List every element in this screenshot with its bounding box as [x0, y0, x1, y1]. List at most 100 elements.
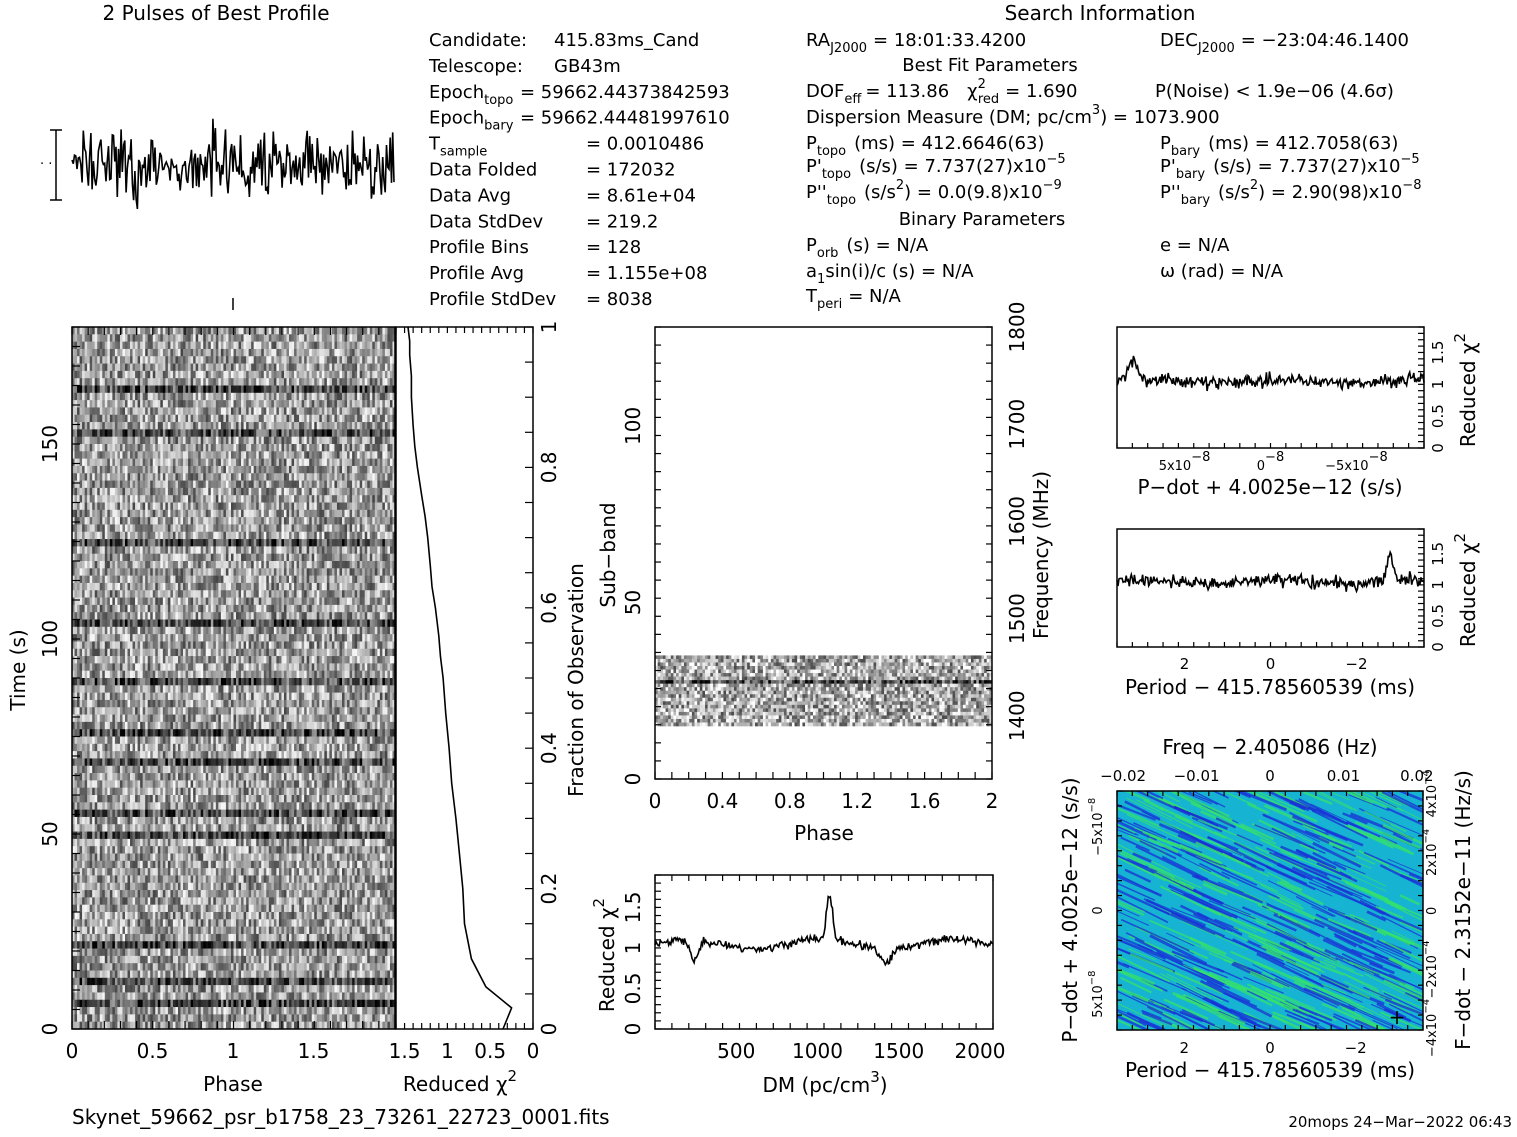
heatmap-cell: [249, 583, 252, 591]
heatmap-cell: [357, 327, 360, 335]
heatmap-cell: [102, 605, 105, 613]
heatmap-cell: [365, 481, 368, 489]
heatmap-cell: [304, 495, 307, 503]
heatmap-cell: [95, 378, 98, 386]
heatmap-cell: [276, 554, 279, 562]
heatmap-cell: [269, 503, 272, 511]
heatmap-cell: [362, 546, 365, 554]
heatmap-cell: [307, 561, 310, 569]
heatmap-cell: [274, 495, 277, 503]
heatmap-cell: [292, 583, 295, 591]
heatmap-cell: [266, 429, 269, 437]
heatmap-cell: [87, 590, 90, 598]
heatmap-cell: [175, 503, 178, 511]
heatmap-cell: [158, 576, 161, 584]
heatmap-cell: [85, 342, 88, 350]
heatmap-cell: [327, 371, 330, 379]
heatmap-cell: [231, 495, 234, 503]
heatmap-cell: [276, 459, 279, 467]
heatmap-cell: [135, 349, 138, 357]
heatmap-cell: [274, 598, 277, 606]
heatmap-cell: [218, 342, 221, 350]
heatmap-cell: [97, 371, 100, 379]
heatmap-cell: [312, 488, 315, 496]
heatmap-cell: [246, 590, 249, 598]
heatmap-cell: [163, 459, 166, 467]
heatmap-cell: [362, 342, 365, 350]
heatmap-cell: [85, 546, 88, 554]
heatmap-cell: [203, 429, 206, 437]
heatmap-cell: [112, 539, 115, 547]
heatmap-cell: [244, 327, 247, 335]
heatmap-cell: [170, 429, 173, 437]
heatmap-cell: [375, 349, 378, 357]
heatmap-cell: [314, 334, 317, 342]
heatmap-cell: [367, 495, 370, 503]
heatmap-cell: [228, 503, 231, 511]
heatmap-cell: [284, 561, 287, 569]
heatmap-cell: [175, 598, 178, 606]
heatmap-cell: [228, 517, 231, 525]
heatmap-cell: [110, 473, 113, 481]
heatmap-cell: [286, 437, 289, 445]
heatmap-cell: [198, 437, 201, 445]
heatmap-cell: [170, 459, 173, 467]
heatmap-cell: [117, 488, 120, 496]
heatmap-cell: [203, 393, 206, 401]
heatmap-cell: [299, 400, 302, 408]
heatmap-cell: [357, 371, 360, 379]
heatmap-cell: [244, 371, 247, 379]
heatmap-cell: [375, 576, 378, 584]
heatmap-cell: [284, 590, 287, 598]
heatmap-cell: [322, 407, 325, 415]
heatmap-cell: [327, 503, 330, 511]
heatmap-cell: [168, 444, 171, 452]
heatmap-cell: [223, 546, 226, 554]
heatmap-cell: [377, 481, 380, 489]
heatmap-cell: [302, 386, 305, 394]
heatmap-cell: [175, 488, 178, 496]
heatmap-cell: [357, 481, 360, 489]
heatmap-cell: [168, 459, 171, 467]
heatmap-cell: [377, 576, 380, 584]
heatmap-cell: [203, 349, 206, 357]
heatmap-cell: [226, 400, 229, 408]
heatmap-cell: [281, 378, 284, 386]
heatmap-cell: [372, 546, 375, 554]
heatmap-cell: [234, 371, 237, 379]
heatmap-cell: [175, 568, 178, 576]
heatmap-cell: [334, 349, 337, 357]
heatmap-cell: [269, 481, 272, 489]
heatmap-cell: [387, 429, 390, 437]
heatmap-cell: [105, 444, 108, 452]
heatmap-cell: [259, 532, 262, 540]
heatmap-cell: [165, 393, 168, 401]
heatmap-cell: [284, 459, 287, 467]
heatmap-cell: [150, 400, 153, 408]
heatmap-cell: [87, 532, 90, 540]
heatmap-cell: [92, 576, 95, 584]
heatmap-cell: [140, 568, 143, 576]
heatmap-cell: [218, 539, 221, 547]
heatmap-cell: [380, 349, 383, 357]
heatmap-cell: [216, 524, 219, 532]
heatmap-cell: [317, 510, 320, 518]
heatmap-cell: [128, 371, 131, 379]
heatmap-cell: [314, 495, 317, 503]
heatmap-cell: [138, 495, 141, 503]
heatmap-cell: [322, 488, 325, 496]
heatmap-cell: [122, 554, 125, 562]
heatmap-cell: [203, 386, 206, 394]
heatmap-cell: [158, 590, 161, 598]
heatmap-cell: [75, 554, 78, 562]
heatmap-cell: [155, 539, 158, 547]
heatmap-cell: [102, 429, 105, 437]
heatmap-cell: [117, 605, 120, 613]
heatmap-cell: [355, 356, 358, 364]
heatmap-cell: [236, 422, 239, 430]
heatmap-cell: [352, 437, 355, 445]
heatmap-cell: [329, 561, 332, 569]
heatmap-cell: [271, 583, 274, 591]
heatmap-cell: [140, 327, 143, 335]
heatmap-cell: [112, 568, 115, 576]
